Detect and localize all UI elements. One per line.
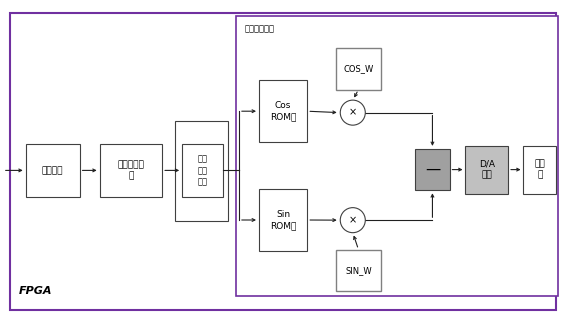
Text: ×: × — [349, 108, 357, 118]
FancyBboxPatch shape — [182, 144, 223, 197]
Text: ×: × — [349, 215, 357, 225]
Text: 正交调制模块: 正交调制模块 — [245, 24, 275, 33]
FancyBboxPatch shape — [259, 80, 307, 142]
FancyBboxPatch shape — [100, 144, 162, 197]
FancyBboxPatch shape — [10, 13, 556, 310]
Text: D/A
模块: D/A 模块 — [479, 160, 495, 180]
Text: Sin
ROM表: Sin ROM表 — [270, 210, 296, 230]
FancyBboxPatch shape — [336, 48, 381, 90]
Text: —: — — [425, 162, 440, 177]
Text: COS_W: COS_W — [343, 64, 374, 73]
FancyBboxPatch shape — [26, 144, 80, 197]
Ellipse shape — [340, 208, 365, 233]
Text: 编码模块: 编码模块 — [42, 166, 63, 175]
Ellipse shape — [340, 100, 365, 125]
FancyBboxPatch shape — [259, 189, 307, 251]
Text: SIN_W: SIN_W — [345, 266, 372, 275]
Text: FPGA: FPGA — [19, 286, 52, 296]
Text: 示波
器: 示波 器 — [535, 160, 545, 180]
FancyBboxPatch shape — [415, 149, 450, 190]
Text: Cos
ROM表: Cos ROM表 — [270, 101, 296, 121]
FancyBboxPatch shape — [523, 146, 556, 194]
Text: 高斯滤波模
块: 高斯滤波模 块 — [117, 160, 145, 180]
FancyBboxPatch shape — [336, 250, 381, 291]
Text: 相位
累加
模块: 相位 累加 模块 — [197, 155, 208, 186]
FancyBboxPatch shape — [236, 16, 558, 296]
FancyBboxPatch shape — [465, 146, 508, 194]
FancyBboxPatch shape — [175, 121, 228, 221]
